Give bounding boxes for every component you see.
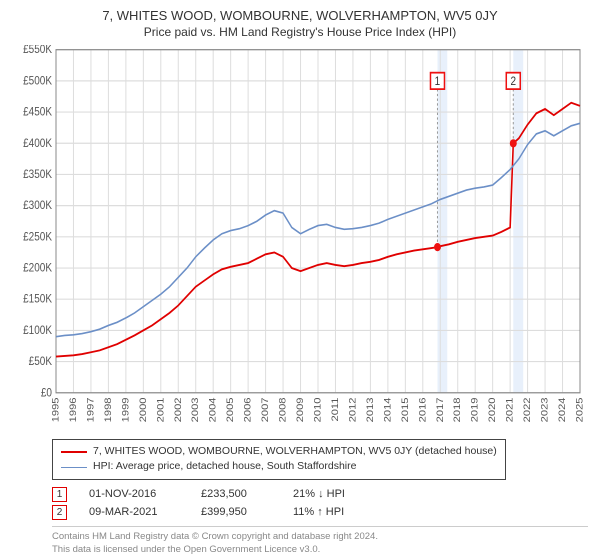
svg-text:£450K: £450K — [23, 106, 53, 119]
svg-text:2013: 2013 — [366, 397, 376, 422]
footer-line-1: Contains HM Land Registry data © Crown c… — [52, 531, 588, 543]
svg-text:£550K: £550K — [23, 45, 53, 56]
svg-text:1995: 1995 — [51, 397, 61, 422]
svg-text:2008: 2008 — [278, 397, 288, 422]
page-title: 7, WHITES WOOD, WOMBOURNE, WOLVERHAMPTON… — [12, 8, 588, 25]
svg-text:2012: 2012 — [348, 397, 358, 422]
footer: Contains HM Land Registry data © Crown c… — [52, 531, 588, 556]
svg-text:2002: 2002 — [173, 397, 183, 422]
svg-text:2009: 2009 — [296, 397, 306, 422]
footer-line-2: This data is licensed under the Open Gov… — [52, 544, 588, 556]
legend-swatch — [61, 451, 87, 453]
sale-price: £399,950 — [201, 504, 271, 522]
svg-text:2011: 2011 — [331, 397, 341, 421]
sales-table: 1 01-NOV-2016 £233,500 21% ↓ HPI 2 09-MAR-202… — [52, 486, 588, 521]
svg-text:£300K: £300K — [23, 199, 53, 212]
svg-text:2020: 2020 — [488, 397, 498, 422]
legend: 7, WHITES WOOD, WOMBOURNE, WOLVERHAMPTON… — [52, 439, 506, 481]
svg-text:2000: 2000 — [139, 397, 149, 422]
svg-text:2006: 2006 — [243, 397, 253, 422]
svg-text:2024: 2024 — [558, 397, 568, 422]
svg-text:2014: 2014 — [383, 397, 393, 422]
svg-text:£200K: £200K — [23, 262, 53, 275]
svg-text:£350K: £350K — [23, 168, 53, 181]
svg-text:1996: 1996 — [69, 397, 79, 422]
svg-text:£500K: £500K — [23, 75, 53, 88]
svg-text:2: 2 — [510, 75, 516, 88]
svg-text:1997: 1997 — [86, 397, 96, 422]
svg-text:2016: 2016 — [418, 397, 428, 422]
svg-text:2015: 2015 — [401, 397, 411, 422]
legend-item: 7, WHITES WOOD, WOMBOURNE, WOLVERHAMPTON… — [61, 444, 497, 460]
sale-date: 01-NOV-2016 — [89, 486, 179, 504]
svg-text:£100K: £100K — [23, 324, 53, 337]
sale-marker: 1 — [52, 487, 67, 502]
svg-text:£400K: £400K — [23, 137, 53, 150]
svg-text:1999: 1999 — [121, 397, 131, 422]
svg-text:2017: 2017 — [435, 397, 445, 422]
divider — [52, 526, 588, 527]
svg-text:2021: 2021 — [505, 397, 515, 422]
legend-item: HPI: Average price, detached house, Sout… — [61, 459, 497, 475]
svg-text:2019: 2019 — [470, 397, 480, 422]
svg-text:2023: 2023 — [540, 397, 550, 422]
svg-text:2004: 2004 — [208, 397, 218, 422]
sale-row: 2 09-MAR-2021 £399,950 11% ↑ HPI — [52, 504, 588, 522]
svg-text:2022: 2022 — [523, 397, 533, 422]
line-chart: £0£50K£100K£150K£200K£250K£300K£350K£400… — [12, 45, 588, 433]
svg-text:£250K: £250K — [23, 231, 53, 244]
sale-delta: 11% ↑ HPI — [293, 504, 373, 522]
legend-swatch — [61, 467, 87, 469]
legend-label: 7, WHITES WOOD, WOMBOURNE, WOLVERHAMPTON… — [93, 444, 497, 460]
sale-delta: 21% ↓ HPI — [293, 486, 373, 504]
svg-text:2007: 2007 — [261, 397, 271, 422]
svg-text:2003: 2003 — [191, 397, 201, 422]
svg-text:1: 1 — [435, 75, 441, 88]
svg-text:2025: 2025 — [575, 397, 585, 422]
svg-text:2010: 2010 — [313, 397, 323, 422]
chart-container: 7, WHITES WOOD, WOMBOURNE, WOLVERHAMPTON… — [0, 0, 600, 560]
svg-text:1998: 1998 — [104, 397, 114, 422]
legend-label: HPI: Average price, detached house, Sout… — [93, 459, 356, 475]
svg-text:£150K: £150K — [23, 293, 53, 306]
sale-row: 1 01-NOV-2016 £233,500 21% ↓ HPI — [52, 486, 588, 504]
sale-date: 09-MAR-2021 — [89, 504, 179, 522]
svg-text:£50K: £50K — [29, 355, 53, 368]
chart-area: £0£50K£100K£150K£200K£250K£300K£350K£400… — [12, 45, 588, 433]
svg-text:2001: 2001 — [156, 397, 166, 422]
sale-price: £233,500 — [201, 486, 271, 504]
svg-text:2005: 2005 — [226, 397, 236, 422]
page-subtitle: Price paid vs. HM Land Registry's House … — [12, 25, 588, 39]
sale-marker: 2 — [52, 505, 67, 520]
svg-text:2018: 2018 — [453, 397, 463, 422]
